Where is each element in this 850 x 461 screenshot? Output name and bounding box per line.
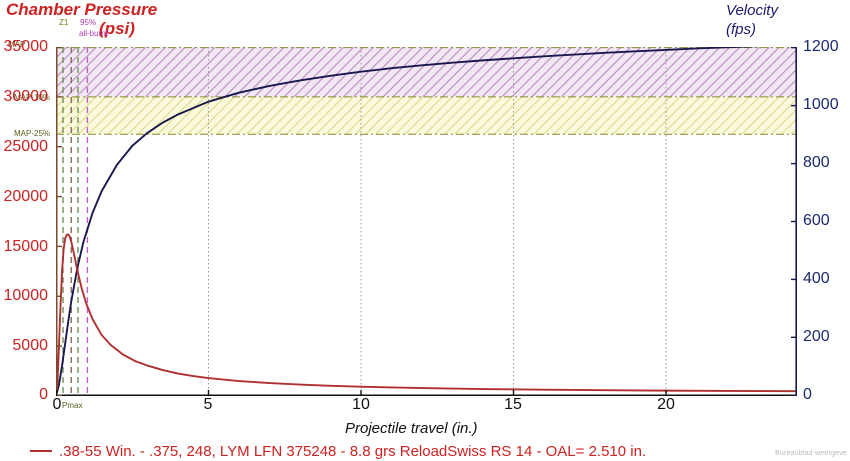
y2tick-label-400: 400 [803,270,830,287]
x-axis-caption: Projectile travel (in.) [345,420,478,437]
annotation-pmax: Pmax [62,401,83,410]
band-map-10-25 [56,96,797,135]
event-marker-lines [62,47,89,396]
annotation-map: MAP [8,40,26,49]
xtick-label-20: 20 [657,396,675,413]
bottom-axis-ticks [56,390,667,396]
xtick-label-15: 15 [504,396,522,413]
right-axis-ticks [791,47,797,396]
y2tick-label-200: 200 [803,328,830,345]
y2tick-label-1200: 1200 [803,38,839,55]
ytick-label-30000: 30000 [3,88,49,105]
annotation-95pct: 95% [80,18,97,27]
ytick-label-25000: 25000 [3,138,49,155]
xtick-label-10: 10 [352,396,370,413]
pressure-polyline [56,233,797,396]
y2tick-label-800: 800 [803,154,830,171]
band-map [56,47,797,97]
right-axis-title: Velocity (fps) [726,1,846,39]
chart-legend: .38-55 Win. - .375, 248, LYM LFN 375248 … [30,441,646,461]
xtick-label-0: 0 [52,396,62,413]
ytick-label-35000: 35000 [3,38,49,55]
left-axis-title: Chamber Pressure (psi) [6,0,206,38]
velocity-polyline [56,47,760,396]
right-axis-title-line2: (fps) [726,21,756,38]
annotation-map-10: MAP-10% [14,93,51,102]
xtick-label-5: 5 [203,396,213,413]
y2tick-label-1000: 1000 [803,96,839,113]
ytick-label-15000: 15000 [3,238,49,255]
chart-svg [56,47,797,396]
ytick-label-20000: 20000 [3,188,49,205]
ytick-label-5000: 5000 [12,337,48,354]
left-axis-title-line2: (psi) [99,19,135,38]
left-axis-title-line1: Chamber Pressure [6,0,158,19]
annotation-all-burnt: all-burnt [79,29,108,38]
annotation-z1: Z1 [59,18,69,27]
ytick-label-10000: 10000 [3,287,49,304]
y2tick-label-0: 0 [803,386,812,403]
watermark-text: Bureaublad weergeve [775,450,847,457]
legend-label: .38-55 Win. - .375, 248, LYM LFN 375248 … [59,442,647,460]
ytick-label-0: 0 [39,386,48,403]
left-axis-ticks [56,47,62,396]
y2tick-label-600: 600 [803,212,830,229]
right-axis-title-line1: Velocity [726,2,778,19]
horizontal-reference-lines [56,47,797,135]
annotation-map-25: MAP-25% [14,129,51,138]
chart-plot-area [56,47,797,396]
legend-line-swatch [30,450,52,452]
